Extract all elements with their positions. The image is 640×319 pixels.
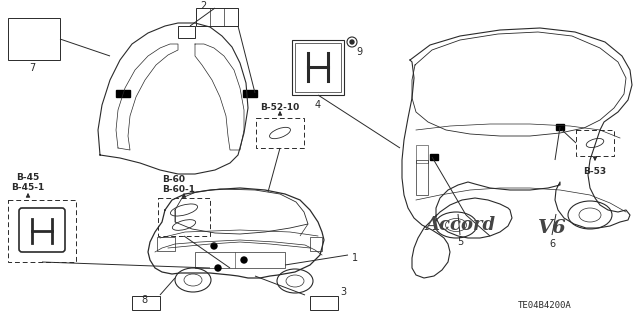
- Text: 5: 5: [457, 237, 463, 247]
- Text: B-53: B-53: [584, 167, 607, 176]
- Bar: [8, 18, 60, 60]
- Text: 9: 9: [356, 47, 362, 57]
- Bar: [295, 43, 341, 92]
- Circle shape: [241, 257, 247, 263]
- Text: 8: 8: [142, 295, 148, 305]
- Bar: [310, 296, 338, 310]
- Text: 4: 4: [315, 100, 321, 110]
- Bar: [556, 124, 564, 130]
- Circle shape: [211, 243, 217, 249]
- Text: 7: 7: [29, 63, 35, 73]
- Text: B-45: B-45: [17, 174, 40, 182]
- Text: TE04B4200A: TE04B4200A: [518, 300, 572, 309]
- Bar: [416, 145, 428, 163]
- Bar: [292, 40, 344, 95]
- Circle shape: [215, 265, 221, 271]
- Text: B-52-10: B-52-10: [260, 103, 300, 113]
- Bar: [310, 237, 322, 251]
- Bar: [195, 252, 285, 268]
- Bar: [196, 8, 238, 26]
- Circle shape: [350, 40, 354, 44]
- Bar: [158, 198, 210, 236]
- Bar: [8, 200, 76, 262]
- Bar: [116, 90, 130, 97]
- Bar: [157, 237, 175, 251]
- Text: Accord: Accord: [425, 216, 495, 234]
- Text: V6: V6: [538, 219, 566, 237]
- Bar: [243, 90, 257, 97]
- Bar: [178, 26, 195, 38]
- Text: 6: 6: [549, 239, 555, 249]
- Bar: [132, 296, 160, 310]
- Bar: [256, 118, 304, 148]
- Bar: [430, 154, 438, 160]
- Text: B-45-1: B-45-1: [12, 183, 45, 192]
- Text: B-60: B-60: [162, 175, 185, 184]
- Bar: [576, 130, 614, 156]
- Text: B-60-1: B-60-1: [162, 186, 195, 195]
- Text: 2: 2: [200, 1, 206, 11]
- Text: 3: 3: [340, 287, 346, 297]
- Text: 1: 1: [352, 253, 358, 263]
- Bar: [416, 160, 428, 195]
